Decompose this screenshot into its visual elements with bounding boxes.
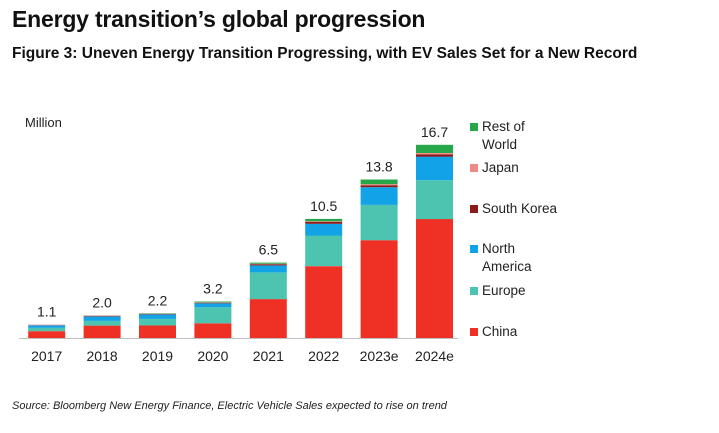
bar-segment-china-2017 [28, 331, 66, 338]
bar-segment-europe-2020 [194, 307, 232, 324]
x-tick-label-2023e: 2023e [360, 348, 399, 364]
bar-segment-rest-of-world-2020 [194, 301, 232, 303]
bar-segment-north-america-2018 [83, 316, 121, 321]
source-note: Source: Bloomberg New Energy Finance, El… [12, 400, 447, 412]
bar-segment-rest-of-world-2021 [249, 262, 287, 264]
x-tick-label-2017: 2017 [31, 348, 62, 364]
bar-segment-japan-2023e [360, 184, 398, 186]
bar-segment-china-2019 [139, 325, 176, 338]
legend-swatch [470, 245, 478, 253]
legend-swatch [470, 205, 478, 213]
bar-segment-rest-of-world-2022 [305, 218, 343, 222]
bar-segment-japan-2018 [83, 315, 121, 317]
bar-segment-japan-2019 [139, 313, 176, 315]
bar-segment-south-korea-2020 [194, 302, 232, 304]
total-label-2023e: 13.8 [365, 159, 392, 175]
legend-swatch [470, 164, 478, 172]
legend-swatch [470, 328, 478, 336]
legend-label: South Korea [482, 201, 558, 216]
total-label-2017: 1.1 [37, 304, 57, 320]
bar-segment-north-america-2024e [416, 156, 453, 181]
bar-segment-europe-2023e [360, 204, 398, 241]
bar-segment-europe-2021 [249, 272, 287, 300]
total-label-2021: 6.5 [259, 242, 279, 258]
bar-segment-japan-2017 [28, 324, 66, 326]
figure-title: Figure 3: Uneven Energy Transition Progr… [12, 45, 638, 62]
bar-segment-north-america-2020 [194, 303, 232, 308]
bar-segment-north-america-2019 [139, 314, 176, 319]
total-label-2018: 2.0 [92, 294, 112, 310]
bar-segment-china-2023e [360, 240, 398, 338]
bar-segment-north-america-2023e [360, 187, 398, 205]
bar-segment-china-2018 [83, 325, 121, 338]
legend-label: North America [482, 241, 532, 274]
bar-segment-europe-2017 [28, 327, 66, 332]
bar-segment-japan-2021 [249, 263, 287, 265]
legend-swatch [470, 123, 478, 131]
bar-segment-china-2020 [194, 323, 232, 338]
total-label-2020: 3.2 [203, 281, 223, 297]
bar-segment-rest-of-world-2024e [416, 144, 453, 153]
total-label-2022: 10.5 [310, 198, 337, 214]
total-label-2019: 2.2 [148, 292, 168, 308]
x-tick-label-2024e: 2024e [415, 348, 454, 364]
y-unit-label: Million [25, 115, 62, 130]
bar-segment-rest-of-world-2023e [360, 179, 398, 185]
x-tick-label-2018: 2018 [87, 348, 118, 364]
x-tick-label-2019: 2019 [142, 348, 173, 364]
legend-swatch [470, 287, 478, 295]
legend-label: Rest of World [482, 119, 525, 152]
bar-segment-europe-2019 [139, 318, 176, 326]
bar-segment-europe-2018 [83, 320, 121, 326]
bar-segment-south-korea-2023e [360, 185, 398, 188]
bar-segment-north-america-2021 [249, 265, 287, 273]
bar-segment-europe-2024e [416, 180, 453, 220]
bar-segment-south-korea-2022 [305, 222, 343, 224]
legend-label: Japan [482, 160, 519, 175]
legend-label: China [482, 324, 518, 339]
bar-segment-north-america-2022 [305, 223, 343, 236]
legend-label: Europe [482, 283, 526, 298]
page-title: Energy transition’s global progression [12, 6, 426, 32]
total-label-2024e: 16.7 [421, 124, 448, 140]
bar-segment-china-2024e [416, 219, 453, 338]
bar-segment-japan-2022 [305, 221, 343, 222]
x-tick-label-2021: 2021 [253, 348, 284, 364]
bar-segment-china-2022 [305, 266, 343, 338]
bar-segment-china-2021 [249, 299, 287, 338]
bar-segment-europe-2022 [305, 235, 343, 267]
x-tick-label-2022: 2022 [308, 348, 339, 364]
x-tick-label-2020: 2020 [197, 348, 228, 364]
bar-segment-north-america-2017 [28, 325, 66, 328]
bar-segment-south-korea-2021 [249, 264, 287, 266]
bar-segment-japan-2024e [416, 153, 453, 155]
bar-segment-south-korea-2024e [416, 154, 453, 157]
